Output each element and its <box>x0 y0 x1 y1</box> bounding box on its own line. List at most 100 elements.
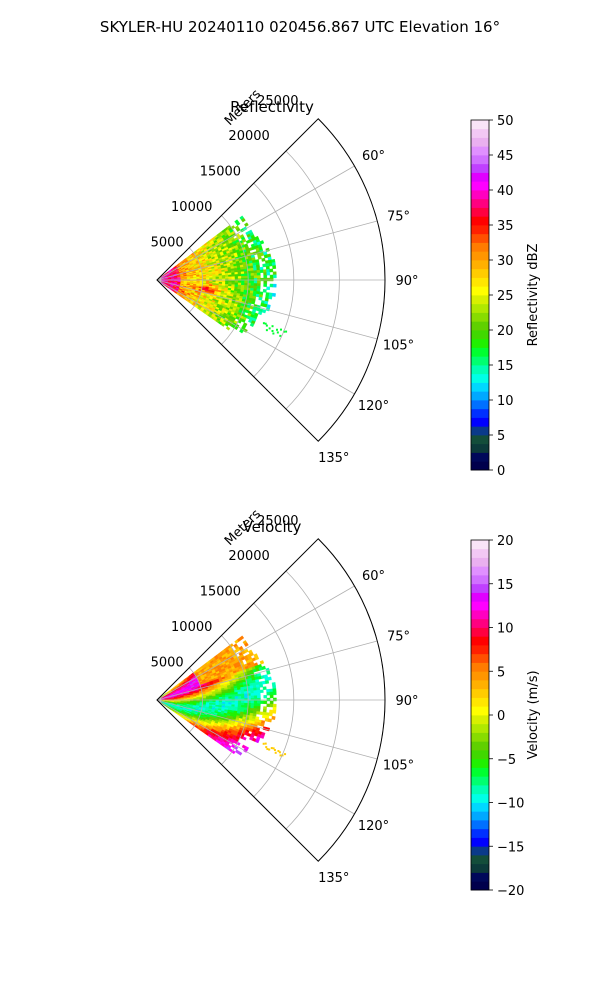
refl-colorbar-swatch <box>471 216 489 226</box>
refl-colorbar-swatch <box>471 356 489 366</box>
vel-cell <box>250 703 255 707</box>
refl-colorbar-tick-label: 40 <box>497 184 514 199</box>
vel-colorbar-swatch <box>471 881 489 891</box>
refl-cell <box>272 283 277 288</box>
vel-colorbar-swatch <box>471 715 489 725</box>
vel-r-tick-label: 20000 <box>228 549 269 564</box>
refl-theta-gridline <box>156 220 378 281</box>
vel-cell <box>277 750 280 753</box>
refl-cell <box>272 271 277 276</box>
vel-colorbar-swatch <box>471 741 489 751</box>
vel-theta-tick-label: 60° <box>362 569 385 584</box>
refl-colorbar-tick-label: 30 <box>497 254 514 269</box>
vel-cell <box>260 700 264 704</box>
vel-cell <box>261 665 266 670</box>
vel-cell <box>256 711 261 715</box>
vel-title: Velocity <box>243 518 302 536</box>
refl-cell <box>265 265 270 270</box>
refl-cell <box>269 268 274 273</box>
refl-cell <box>266 277 271 282</box>
vel-colorbar-swatch <box>471 872 489 882</box>
vel-cell <box>273 748 276 751</box>
refl-colorbar-swatch <box>471 286 489 296</box>
vel-cell <box>253 700 258 704</box>
vel-cell <box>253 698 258 702</box>
vel-cell <box>256 692 261 696</box>
refl-colorbar-swatch <box>471 426 489 436</box>
vel-r-tick-label: 5000 <box>151 656 184 671</box>
vel-cell <box>228 700 232 703</box>
vel-cell <box>259 660 265 665</box>
vel-cell <box>266 748 269 751</box>
refl-theta-gridline <box>156 165 355 281</box>
vel-cell <box>284 753 287 756</box>
vel-cell <box>267 718 272 723</box>
vel-cell <box>268 712 273 717</box>
refl-cell <box>263 272 268 276</box>
vel-cell <box>266 688 271 693</box>
vel-theta-tick-label: 105° <box>383 759 414 774</box>
vel-cell <box>221 696 226 700</box>
vel-cell <box>272 688 277 693</box>
refl-cell <box>257 255 262 260</box>
refl-cell <box>260 277 264 282</box>
refl-colorbar-swatch <box>471 268 489 278</box>
vel-cell <box>259 684 264 688</box>
refl-cell <box>235 221 241 226</box>
vel-colorbar-swatch <box>471 855 489 865</box>
refl-cell <box>268 295 273 300</box>
refl-colorbar-swatch <box>471 347 489 357</box>
vel-cell <box>256 703 261 707</box>
refl-cell <box>269 277 274 282</box>
refl-cell <box>275 328 278 331</box>
vel-cell <box>264 680 270 684</box>
refl-colorbar-swatch <box>471 198 489 208</box>
refl-colorbar-swatch <box>471 365 489 375</box>
vel-colorbar-swatch <box>471 837 489 847</box>
refl-cell <box>241 280 245 284</box>
vel-cell <box>250 695 255 699</box>
refl-cell <box>231 274 236 277</box>
refl-colorbar-swatch <box>471 330 489 340</box>
vel-cell <box>263 694 268 699</box>
vel-cell <box>250 698 255 702</box>
refl-cell <box>256 285 261 290</box>
vel-colorbar-swatch <box>471 680 489 690</box>
refl-cell <box>262 322 265 325</box>
vel-colorbar-swatch <box>471 566 489 576</box>
vel-frame <box>156 538 386 862</box>
refl-colorbar-label: Reflectivity dBZ <box>526 244 541 347</box>
vel-cell <box>257 700 261 704</box>
vel-colorbar-swatch <box>471 662 489 672</box>
refl-frame <box>156 118 386 442</box>
vel-cell <box>244 700 248 704</box>
vel-cell <box>274 751 277 754</box>
refl-cell <box>257 277 261 282</box>
vel-colorbar-swatch <box>471 820 489 830</box>
refl-colorbar-tick-label: 10 <box>497 394 514 409</box>
vel-theta-tick-label: 75° <box>387 629 410 644</box>
vel-colorbar-swatch <box>471 636 489 646</box>
vel-colorbar-tick-label: 5 <box>497 665 505 680</box>
refl-colorbar-swatch <box>471 163 489 173</box>
vel-colorbar-swatch <box>471 750 489 760</box>
refl-colorbar-swatch <box>471 382 489 392</box>
vel-cell <box>244 702 248 706</box>
vel-cell <box>263 700 268 705</box>
vel-colorbar-swatch <box>471 688 489 698</box>
refl-cell <box>261 257 266 262</box>
refl-cell <box>253 272 258 276</box>
vel-cell <box>231 700 236 703</box>
vel-cell <box>250 690 255 694</box>
vel-cell <box>279 754 282 757</box>
refl-cell <box>285 330 288 333</box>
refl-cell <box>244 280 248 284</box>
refl-cell <box>253 280 258 284</box>
refl-cell <box>240 273 245 277</box>
refl-cell <box>253 275 258 279</box>
vel-cell <box>243 691 248 695</box>
vel-colorbar: −20 −15 −10 −5 0 5 10 15 20 Velocity (m/s) <box>470 534 541 899</box>
vel-cell <box>260 734 265 739</box>
vel-theta-gridline <box>156 585 355 701</box>
refl-colorbar-swatch <box>471 461 489 471</box>
